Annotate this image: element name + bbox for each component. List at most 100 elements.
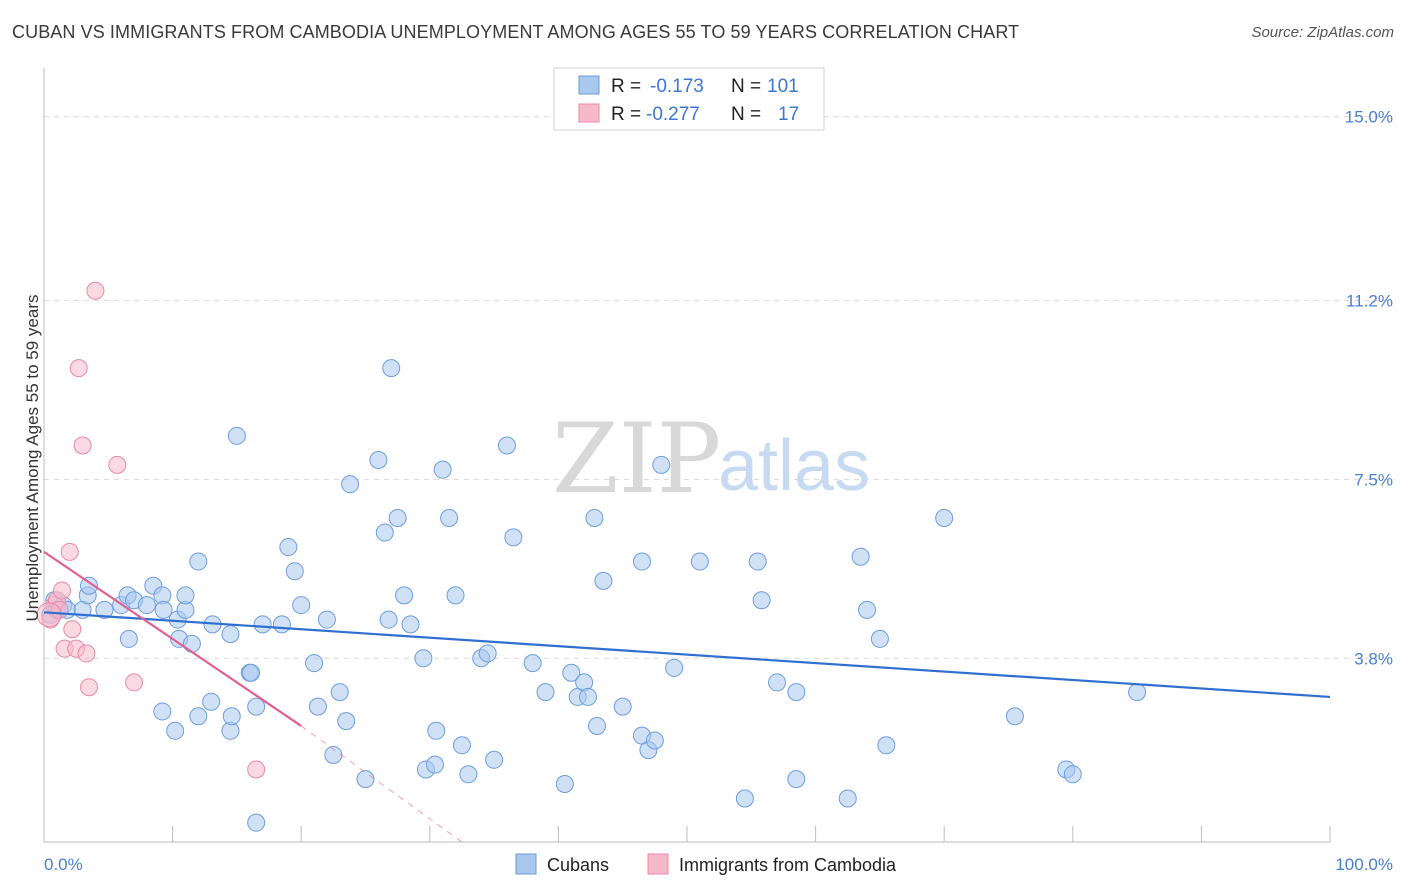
- cubans-point-48: [356, 770, 375, 789]
- cambodia-point-15: [125, 673, 144, 692]
- y-axis-label: Unemployment Among Ages 55 to 59 years: [23, 295, 42, 622]
- cubans-point-30: [222, 707, 241, 726]
- cubans-point-11: [119, 629, 138, 648]
- cubans-point-94: [838, 789, 857, 808]
- cubans-point-24: [189, 707, 208, 726]
- cubans-point-76: [578, 687, 597, 706]
- cubans-point-29: [221, 625, 240, 644]
- cubans-point-81: [632, 552, 651, 571]
- cubans-point-91: [768, 673, 787, 692]
- cubans-point-22: [176, 586, 195, 605]
- cubans-point-70: [523, 654, 542, 673]
- cubans-point-58: [425, 755, 444, 774]
- cubans-point-100: [1005, 707, 1024, 726]
- cubans-point-43: [317, 610, 336, 629]
- y-tick-labels: 3.8% 7.5% 11.2% 15.0%: [1345, 108, 1393, 669]
- cubans-point-35: [247, 813, 266, 832]
- watermark-zip: ZIP: [552, 403, 721, 515]
- bottom-legend-label-cubans: Cubans: [547, 855, 609, 875]
- cubans-point-86: [665, 658, 684, 677]
- axes: [43, 68, 1331, 843]
- y-tick-label-2: 11.2%: [1346, 291, 1393, 310]
- cubans-point-92: [787, 770, 806, 789]
- trendlines: [43, 550, 1331, 843]
- cambodia-point-6: [60, 542, 79, 561]
- cubans-point-31: [227, 426, 246, 445]
- legend-n-label-2: N =: [731, 104, 761, 125]
- y-tick-label-3: 15.0%: [1345, 108, 1393, 127]
- cubans-point-102: [1063, 765, 1082, 784]
- cubans-point-63: [452, 736, 471, 755]
- cubans-point-78: [587, 716, 606, 735]
- cubans-point-26: [202, 692, 221, 711]
- cubans-point-60: [433, 460, 452, 479]
- cambodia-point-12: [80, 678, 99, 697]
- cubans-point-17: [153, 702, 172, 721]
- cubans-point-97: [870, 629, 889, 648]
- cubans-point-51: [379, 610, 398, 629]
- cubans-point-69: [504, 528, 523, 547]
- cubans-point-95: [851, 547, 870, 566]
- cubans-point-8: [95, 600, 114, 619]
- cubans-point-61: [440, 509, 459, 528]
- cubans-point-89: [748, 552, 767, 571]
- cubans-point-77: [585, 509, 604, 528]
- x-tick-labels: 0.0% 100.0%: [44, 855, 1393, 874]
- cubans-point-96: [858, 600, 877, 619]
- cambodia-point-11: [77, 644, 96, 663]
- bottom-legend: Cubans Immigrants from Cambodia: [515, 853, 897, 875]
- bottom-legend-swatch-cambodia: [647, 853, 669, 875]
- watermark-atlas: atlas: [718, 426, 870, 506]
- legend-r-value-1: -0.173: [650, 76, 704, 97]
- cambodia-point-16: [247, 760, 266, 779]
- legend-n-value-2: 17: [778, 104, 799, 125]
- cubans-point-45: [330, 683, 349, 702]
- cubans-point-87: [690, 552, 709, 571]
- cubans-point-34: [247, 697, 266, 716]
- cubans-point-16: [154, 600, 173, 619]
- cubans-point-103: [1128, 683, 1147, 702]
- cambodia-point-13: [86, 281, 105, 300]
- cubans-point-55: [401, 615, 420, 634]
- cubans-point-23: [182, 634, 201, 653]
- legend-n-label-1: N =: [731, 76, 761, 97]
- cubans-point-93: [787, 683, 806, 702]
- bottom-legend-swatch-cubans: [515, 853, 537, 875]
- cambodia-trendline-extension: [300, 725, 463, 843]
- cubans-point-36: [253, 615, 272, 634]
- cubans-point-38: [279, 538, 298, 557]
- legend-r-label-2: R =: [611, 104, 641, 125]
- cubans-point-71: [536, 683, 555, 702]
- gridlines: [44, 116, 1395, 659]
- cubans-point-59: [427, 721, 446, 740]
- cubans-point-80: [613, 697, 632, 716]
- cambodia-point-10: [73, 436, 92, 455]
- cubans-point-88: [735, 789, 754, 808]
- cubans-point-72: [555, 774, 574, 793]
- bottom-legend-label-cambodia: Immigrants from Cambodia: [679, 855, 897, 875]
- source-label: Source: ZipAtlas.com: [1251, 24, 1394, 41]
- legend-r-label-1: R =: [611, 76, 641, 97]
- cubans-point-13: [137, 596, 156, 615]
- cubans-point-40: [292, 596, 311, 615]
- cambodia-point-7: [63, 620, 82, 639]
- cubans-point-84: [645, 731, 664, 750]
- cubans-point-73: [562, 663, 581, 682]
- cubans-point-98: [877, 736, 896, 755]
- cubans-point-42: [308, 697, 327, 716]
- legend-swatch-blue: [578, 75, 600, 95]
- cubans-point-52: [382, 359, 401, 378]
- cubans-point-85: [652, 455, 671, 474]
- cubans-point-33: [242, 663, 261, 682]
- legend-n-value-1: 101: [767, 76, 799, 97]
- cambodia-point-14: [108, 455, 127, 474]
- legend-r-value-2: -0.277: [646, 104, 700, 125]
- cubans-point-64: [459, 765, 478, 784]
- cubans-point-62: [446, 586, 465, 605]
- cubans-point-41: [305, 654, 324, 673]
- chart-title: CUBAN VS IMMIGRANTS FROM CAMBODIA UNEMPL…: [12, 22, 1020, 42]
- cambodia-point-4: [53, 581, 72, 600]
- cubans-point-53: [388, 509, 407, 528]
- x-tick-label-0: 0.0%: [44, 855, 83, 874]
